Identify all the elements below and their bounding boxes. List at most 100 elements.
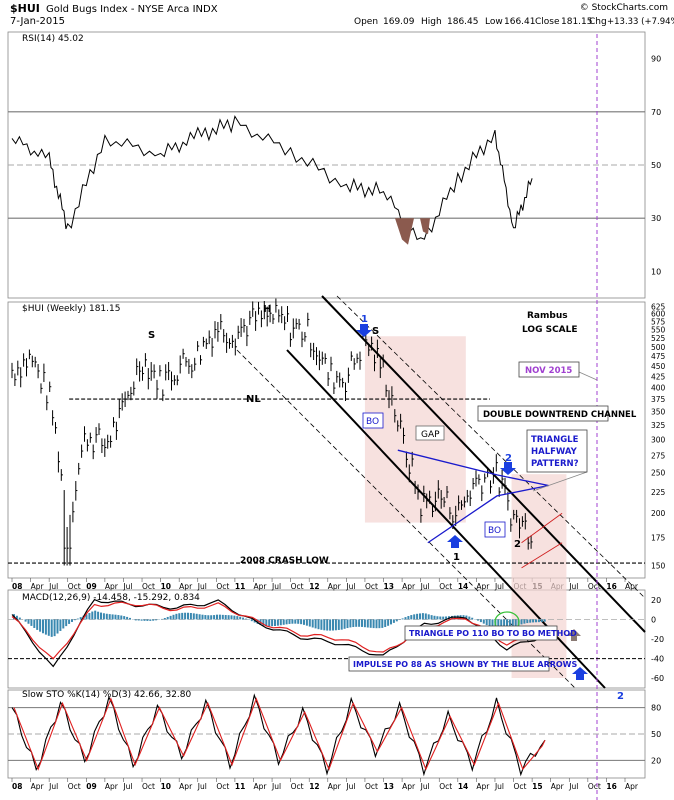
bo-label-2: BO [484, 521, 506, 538]
x-tick-sto-9: Apr [179, 782, 193, 791]
price-y-tick-300: 300 [651, 436, 666, 445]
x-tick-sto-4: 09 [86, 782, 96, 791]
annotation-log-scale: LOG SCALE [522, 325, 578, 335]
impulse-po-label: IMPULSE PO 88 AS SHOWN BY THE BLUE ARROW… [348, 656, 578, 672]
annotation-right-shoulder: S [372, 326, 379, 337]
x-tick-sto-28: 15 [532, 782, 542, 791]
rsi-title: RSI(14) 45.02 [22, 34, 84, 44]
x-tick-price-3: Oct [68, 582, 81, 591]
rsi-y-tick-90: 90 [651, 55, 661, 64]
chart-symbol: $HUI [10, 2, 40, 15]
low-value: 166.41 [504, 17, 536, 27]
price-y-tick-500: 500 [651, 343, 666, 352]
x-tick-price-18: Jul [345, 582, 355, 591]
macd-line [11, 598, 549, 668]
triangle-po-label: TRIANGLE PO 110 BO TO BO METHOD [404, 625, 577, 641]
open-label: Open [354, 17, 378, 27]
low-label: Low [485, 17, 503, 27]
rsi-y-tick-50: 50 [651, 161, 661, 170]
x-tick-price-30: Jul [568, 582, 578, 591]
price-annotations: S H S NL 1 2 1 2 Rambus LOG SCALE 2008 C… [148, 304, 578, 566]
x-tick-sto-25: Apr [476, 782, 490, 791]
macd-signal-line [11, 601, 549, 660]
annotation-point-1-top: 1 [361, 314, 368, 325]
rsi-y-tick-70: 70 [651, 108, 661, 117]
rsi-y-tick-10: 10 [651, 267, 661, 276]
x-tick-sto-33: Apr [625, 782, 639, 791]
macd-panel [7, 589, 646, 689]
x-tick-price-25: Apr [476, 582, 490, 591]
arrow-down-icon [500, 462, 516, 475]
x-tick-price-12: 11 [235, 582, 245, 591]
macd-title: MACD(12,26,9) -14.458, -15.292, 0.834 [22, 593, 200, 603]
macd-y-tick--60: -60 [651, 674, 664, 683]
x-tick-sto-2: Jul [48, 782, 58, 791]
x-tick-price-32: 16 [606, 582, 616, 591]
gap-box [415, 425, 445, 441]
red-trend-line [521, 542, 563, 569]
red-trend-line [521, 512, 563, 544]
arrow-up-icon [572, 667, 588, 680]
annotation-point-1-low: 1 [453, 552, 460, 563]
triangle-label: TRIANGLE HALFWAY PATTERN? [526, 429, 588, 473]
chg-value: +13.33 (+7.94%) [607, 17, 674, 27]
sto-y-tick-80: 80 [651, 704, 661, 713]
triangle-po-box [404, 625, 558, 641]
x-tick-price-8: 10 [161, 582, 171, 591]
x-tick-sto-20: 13 [384, 782, 394, 791]
x-tick-sto-14: Jul [271, 782, 281, 791]
x-tick-price-1: Apr [31, 582, 45, 591]
bo-box-1 [362, 412, 384, 429]
price-y-tick-625: 625 [651, 302, 666, 311]
chart-date: 7-Jan-2015 [10, 16, 65, 27]
sto-k-line [11, 693, 546, 777]
annotation-point-2-top: 2 [505, 453, 512, 464]
rsi-oversold-fill [395, 218, 414, 245]
annotation-neckline: NL [246, 394, 261, 405]
x-tick-sto-18: Jul [345, 782, 355, 791]
x-tick-sto-21: Apr [402, 782, 416, 791]
sto-y-tick-50: 50 [651, 730, 661, 739]
nov2015-label: NOV 2015 [518, 361, 580, 378]
triangle-text-2: HALFWAY [531, 447, 578, 457]
price-title: $HUI (Weekly) 181.15 [22, 304, 120, 314]
x-tick-price-17: Apr [328, 582, 342, 591]
x-tick-sto-24: 14 [458, 782, 468, 791]
x-tick-price-33: Apr [625, 582, 639, 591]
rsi-line [11, 115, 533, 241]
nov2015-text: NOV 2015 [525, 366, 572, 376]
x-tick-price-2: Jul [48, 582, 58, 591]
close-label: Close [535, 17, 560, 27]
x-tick-price-22: Jul [420, 582, 430, 591]
x-tick-sto-10: Jul [197, 782, 207, 791]
price-y-tick-375: 375 [651, 395, 666, 404]
gap-text: GAP [421, 430, 440, 440]
price-y-tick-425: 425 [651, 372, 666, 381]
x-tick-sto-26: Jul [494, 782, 504, 791]
x-tick-sto-23: Oct [439, 782, 452, 791]
x-tick-sto-32: 16 [606, 782, 616, 791]
price-y-tick-475: 475 [651, 352, 666, 361]
x-tick-sto-29: Apr [551, 782, 565, 791]
gap-label: GAP [415, 425, 445, 441]
macd-y-tick-0: 0 [651, 615, 656, 624]
x-tick-sto-27: Oct [514, 782, 527, 791]
bo-label-1: BO [362, 412, 384, 429]
x-tick-sto-13: Apr [253, 782, 267, 791]
bo-text-2: BO [488, 526, 501, 536]
x-tick-price-16: 12 [309, 582, 319, 591]
nov2015-box [518, 361, 580, 378]
price-y-tick-350: 350 [651, 408, 666, 417]
rsi-oversold-fill [420, 218, 430, 235]
sto-d-line [13, 697, 546, 771]
open-value: 169.09 [383, 17, 415, 27]
x-tick-sto-11: Oct [216, 782, 229, 791]
triangle-text-1: TRIANGLE [531, 435, 579, 445]
gray-arrow-icon [567, 629, 581, 641]
x-tick-price-7: Oct [142, 582, 155, 591]
bo-box-2 [484, 521, 506, 538]
x-tick-sto-12: 11 [235, 782, 245, 791]
annotation-macd-2: 2 [617, 691, 624, 702]
x-tick-price-19: Oct [365, 582, 378, 591]
